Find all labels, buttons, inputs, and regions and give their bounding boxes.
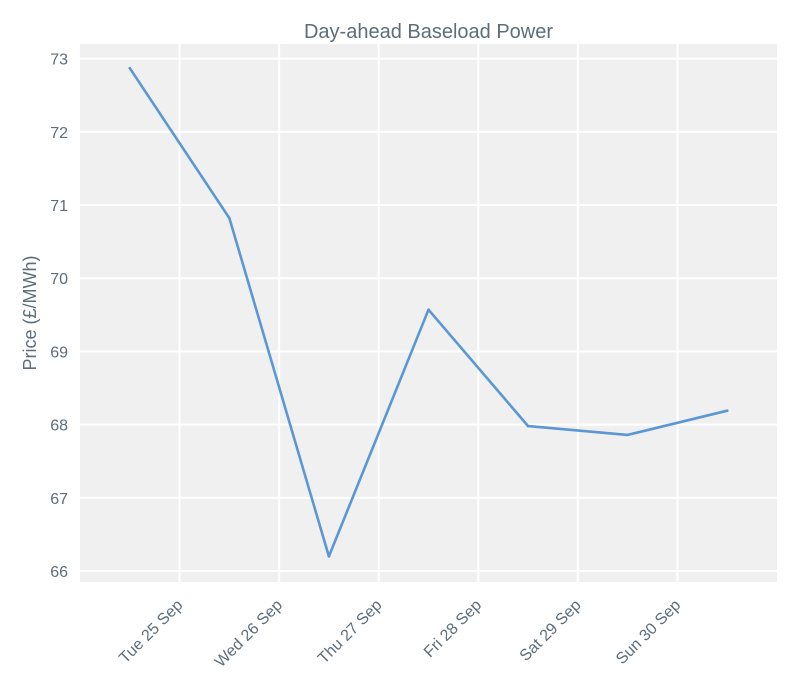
y-tick-label: 71 [50, 198, 68, 215]
y-tick-label: 72 [50, 125, 68, 142]
chart-title: Day-ahead Baseload Power [304, 21, 553, 43]
data-point [725, 409, 729, 413]
data-point [327, 555, 331, 558]
data-point [128, 66, 132, 70]
x-tick-label: Sun 30 Sep [613, 597, 684, 668]
x-tick-label: Fri 28 Sep [421, 597, 485, 661]
x-tick-label: Thu 27 Sep [315, 597, 386, 668]
data-point [228, 216, 231, 220]
y-tick-label: 70 [50, 271, 68, 288]
gridlines [80, 44, 777, 582]
y-tick-label: 69 [50, 344, 68, 361]
x-tick-label: Tue 25 Sep [116, 597, 186, 667]
y-axis-label: Price (£/MWh) [20, 255, 40, 370]
y-tick-label: 68 [50, 418, 68, 435]
x-tick-label: Wed 26 Sep [212, 597, 286, 671]
data-point [526, 424, 530, 428]
y-tick-label: 67 [50, 491, 68, 508]
y-tick-label: 73 [50, 52, 68, 69]
y-tick-label: 66 [50, 564, 68, 581]
data-point [427, 308, 430, 312]
x-tick-label: Sat 29 Sep [517, 597, 585, 665]
data-point [626, 433, 629, 437]
x-axis-ticks: Tue 25 Sep Wed 26 Sep Thu 27 Sep Fri 28 Sep… [116, 597, 684, 671]
y-axis-ticks: 66 67 68 69 70 71 72 73 [50, 52, 68, 581]
series-layer [128, 66, 729, 558]
